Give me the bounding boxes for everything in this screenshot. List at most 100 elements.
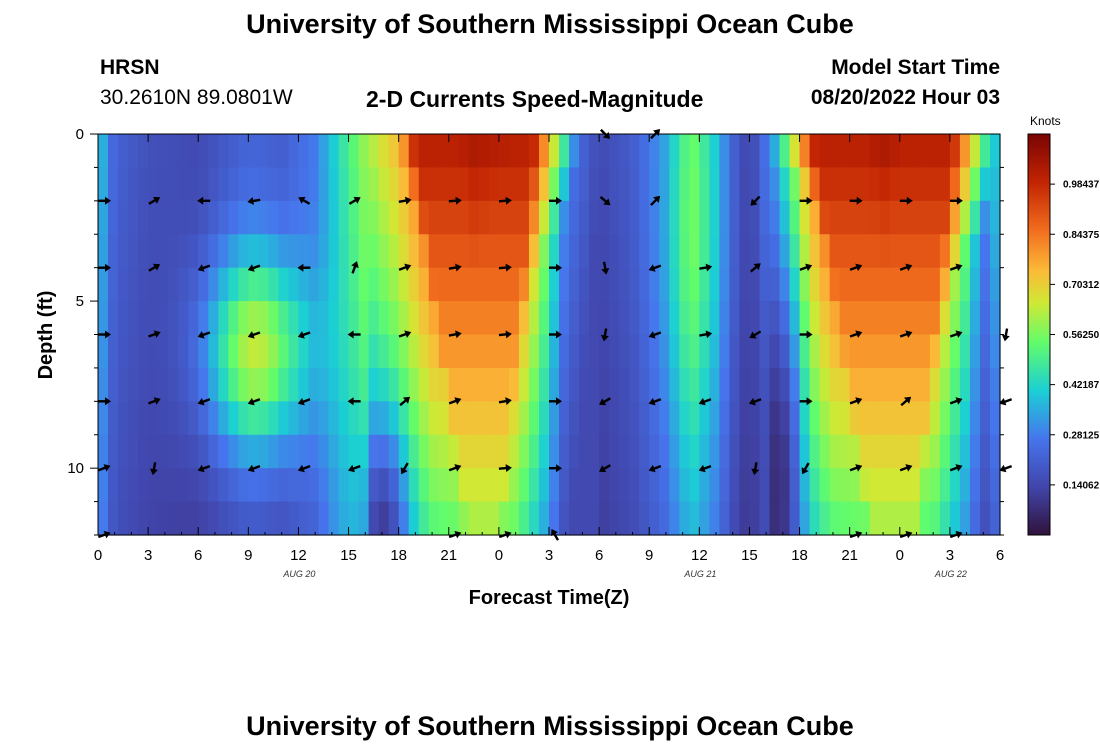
heatmap-cell bbox=[308, 267, 320, 302]
heatmap-cell bbox=[168, 134, 179, 169]
heatmap-cell bbox=[649, 200, 660, 235]
current-arrow bbox=[799, 263, 813, 272]
current-arrow bbox=[899, 263, 913, 272]
heatmap-cell bbox=[378, 367, 390, 402]
heatmap-cell bbox=[418, 234, 430, 269]
heatmap-cell bbox=[879, 301, 891, 336]
heatmap-cell bbox=[569, 200, 580, 235]
heatmap-cell bbox=[639, 267, 650, 302]
heatmap-cell bbox=[448, 401, 460, 436]
heatmap-cell bbox=[939, 200, 951, 235]
heatmap-cell bbox=[929, 301, 941, 336]
heatmap-cell bbox=[709, 334, 720, 369]
arrow-head bbox=[750, 198, 758, 206]
heatmap-cell bbox=[308, 401, 320, 436]
heatmap-cell bbox=[679, 434, 690, 469]
heatmap-cell bbox=[859, 334, 871, 369]
heatmap-cell bbox=[248, 334, 259, 369]
arrow-head bbox=[906, 196, 913, 205]
heatmap-cell bbox=[318, 167, 330, 202]
heatmap-cell bbox=[448, 434, 460, 469]
heatmap-cell bbox=[749, 167, 761, 202]
heatmap-cell bbox=[679, 267, 690, 302]
arrow-head bbox=[749, 331, 757, 339]
arrow-head bbox=[347, 397, 354, 406]
heatmap-cell bbox=[799, 267, 811, 302]
heatmap-cell bbox=[809, 367, 821, 402]
heatmap-cell bbox=[809, 200, 821, 235]
heatmap-cell bbox=[649, 501, 660, 536]
heatmap-cell bbox=[619, 234, 630, 269]
heatmap-cell bbox=[128, 401, 139, 436]
heatmap-cell bbox=[438, 167, 450, 202]
current-arrows bbox=[97, 128, 1013, 541]
heatmap-cell bbox=[719, 301, 730, 336]
heatmap-cell bbox=[969, 468, 981, 503]
heatmap-cell bbox=[238, 334, 249, 369]
current-arrow bbox=[298, 196, 311, 205]
current-arrow bbox=[599, 397, 611, 406]
heatmap-cell bbox=[569, 434, 580, 469]
heatmap-cell bbox=[749, 267, 761, 302]
heatmap-cell bbox=[869, 134, 881, 169]
arrow-head bbox=[648, 331, 656, 339]
heatmap-cell bbox=[609, 167, 620, 202]
heatmap-cell bbox=[158, 200, 169, 235]
heatmap-cell bbox=[919, 134, 931, 169]
heatmap-cell bbox=[358, 401, 370, 436]
heatmap-cell bbox=[358, 434, 370, 469]
heatmap-cell bbox=[98, 401, 109, 436]
arrow-head bbox=[753, 263, 761, 271]
arrow-head bbox=[247, 264, 255, 272]
heatmap-cell bbox=[949, 468, 961, 503]
heatmap-cell bbox=[989, 501, 1001, 536]
heatmap-cell bbox=[98, 501, 109, 536]
heatmap-cell bbox=[599, 501, 610, 536]
current-arrow bbox=[247, 197, 261, 205]
model-start-label: Model Start Time bbox=[831, 56, 1000, 79]
heatmap-cell bbox=[699, 401, 710, 436]
heatmap-cell bbox=[338, 401, 350, 436]
heatmap-cell bbox=[458, 468, 470, 503]
heatmap-cell bbox=[979, 167, 991, 202]
heatmap-cell bbox=[238, 267, 249, 302]
heatmap-cell bbox=[839, 267, 851, 302]
heatmap-cell bbox=[408, 200, 420, 235]
heatmap-cell bbox=[829, 301, 841, 336]
footer-title: University of Southern Mississippi Ocean… bbox=[246, 711, 854, 741]
heatmap-cell bbox=[899, 234, 911, 269]
heatmap-cell bbox=[929, 334, 941, 369]
heatmap-cell bbox=[669, 167, 680, 202]
heatmap-cell bbox=[158, 401, 169, 436]
heatmap-cell bbox=[538, 334, 550, 369]
heatmap-cell bbox=[368, 200, 380, 235]
heatmap-cell bbox=[438, 401, 450, 436]
heatmap-cell bbox=[368, 301, 380, 336]
heatmap-cell bbox=[508, 267, 520, 302]
heatmap-cell bbox=[929, 134, 941, 169]
heatmap-cell bbox=[739, 501, 751, 536]
heatmap-cell bbox=[398, 200, 410, 235]
arrow-head bbox=[955, 263, 963, 272]
heatmap-cell bbox=[799, 167, 811, 202]
heatmap-cell bbox=[749, 200, 761, 235]
heatmap-cell bbox=[388, 267, 400, 302]
heatmap-cell bbox=[759, 167, 771, 202]
heatmap-cell bbox=[228, 334, 239, 369]
heatmap-cell bbox=[839, 434, 851, 469]
heatmap-cell bbox=[859, 434, 871, 469]
heatmap-cell bbox=[819, 501, 831, 536]
heatmap-cell bbox=[118, 401, 129, 436]
heatmap-cell bbox=[378, 167, 390, 202]
current-arrow bbox=[849, 330, 863, 338]
heatmap-cell bbox=[989, 468, 1001, 503]
heatmap-cell bbox=[729, 301, 741, 336]
current-arrow bbox=[601, 261, 610, 275]
heatmap-cell bbox=[398, 167, 410, 202]
heatmap-cell bbox=[779, 200, 791, 235]
heatmap-cell bbox=[639, 468, 650, 503]
heatmap-cell bbox=[649, 301, 660, 336]
heatmap-cell bbox=[258, 267, 269, 302]
heatmap-cell bbox=[859, 468, 871, 503]
heatmap-cell bbox=[949, 134, 961, 169]
